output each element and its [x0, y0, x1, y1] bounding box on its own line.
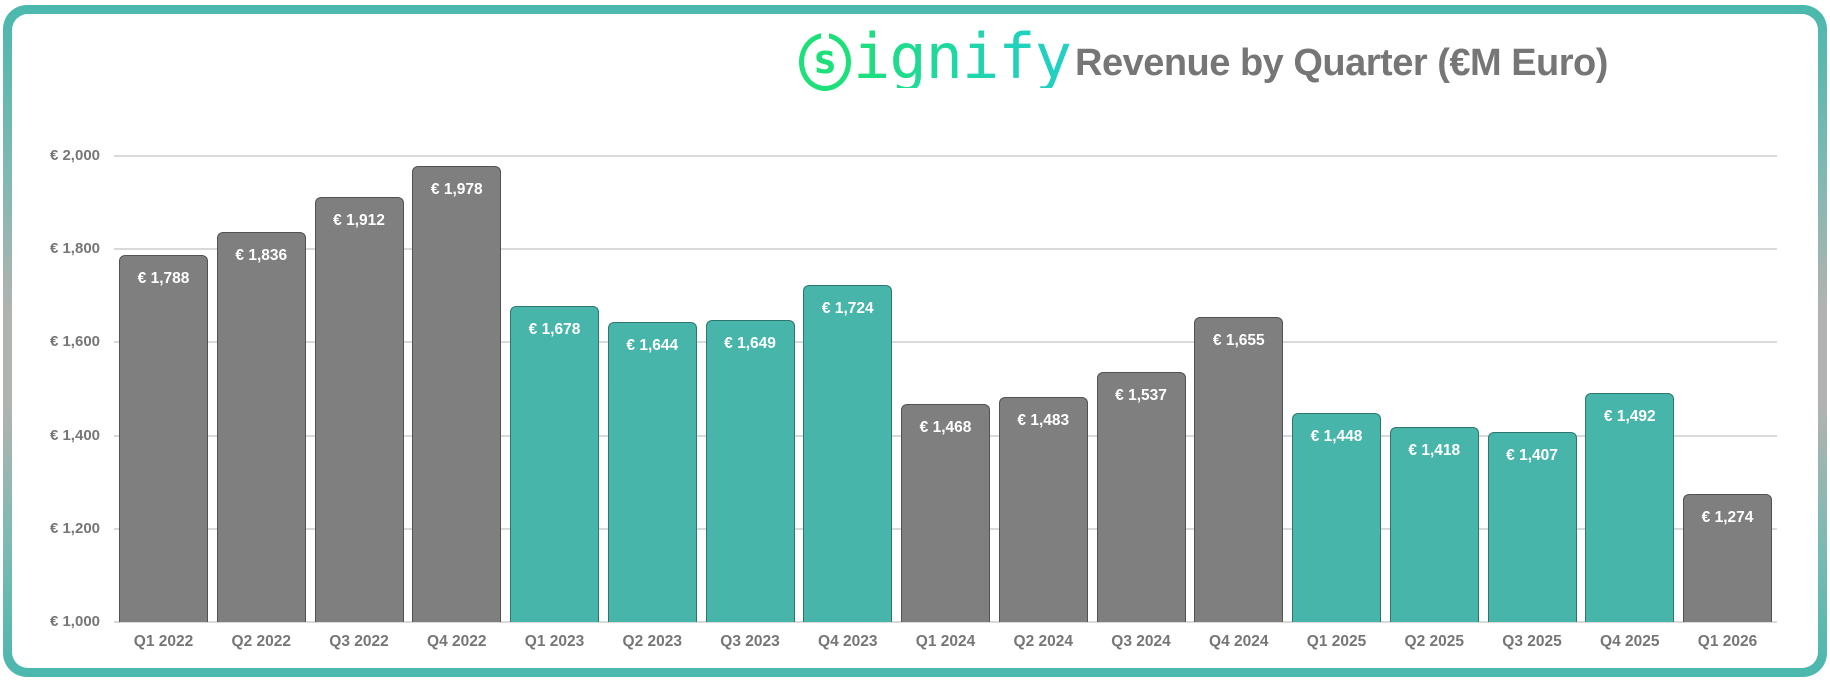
- y-axis-tick-label: € 1,800: [49, 240, 100, 258]
- x-axis-tick-label: Q2 2022: [231, 633, 291, 650]
- bar-value-label: € 1,724: [821, 299, 874, 317]
- gridline: [114, 155, 1777, 157]
- x-axis-tick-label: Q3 2025: [1502, 633, 1562, 650]
- bar-q3-2022: € 1,912: [314, 197, 404, 622]
- bar-value-label: € 1,912: [333, 212, 385, 229]
- bar-value-label: € 1,655: [1212, 331, 1265, 349]
- y-axis-tick-label: € 2,000: [49, 147, 100, 164]
- bar-q2-2023: € 1,644: [607, 321, 697, 622]
- signify-logo: s ignify: [799, 26, 1072, 94]
- y-axis-tick-label: € 1,000: [49, 613, 100, 630]
- bar-value-label: € 1,483: [1017, 411, 1070, 429]
- x-axis-tick-label: Q1 2022: [133, 633, 194, 650]
- bar-q1-2025: € 1,448: [1292, 413, 1381, 622]
- bar-q1-2023: € 1,678: [510, 306, 599, 622]
- x-axis-tick-label: Q4 2023: [818, 633, 878, 650]
- x-axis-tick-label: Q4 2022: [427, 633, 487, 650]
- bar-q2-2024: € 1,483: [998, 396, 1088, 622]
- bar-q3-2023: € 1,649: [705, 319, 795, 622]
- chart-title: Revenue by Quarter (€M Euro): [1075, 42, 1608, 84]
- bar-q4-2025: € 1,492: [1585, 392, 1675, 622]
- x-axis-tick-label: Q3 2024: [1111, 633, 1171, 650]
- gridline: [114, 248, 1777, 251]
- x-axis-tick-label: Q2 2024: [1013, 633, 1073, 650]
- bar-value-label: € 1,836: [235, 247, 288, 265]
- x-axis-tick-label: Q3 2023: [720, 633, 780, 650]
- bar-q3-2024: € 1,537: [1096, 371, 1186, 622]
- bar-value-label: € 1,418: [1408, 442, 1461, 460]
- bar-value-label: € 1,649: [724, 334, 776, 352]
- bar-q2-2022: € 1,836: [216, 232, 306, 622]
- x-axis-tick-label: Q3 2022: [329, 633, 389, 650]
- logo-circle-icon: s: [799, 32, 851, 91]
- logo-wordmark: ignify: [853, 20, 1072, 93]
- y-axis-tick-label: € 1,400: [49, 426, 100, 444]
- x-axis-tick-label: Q2 2025: [1404, 633, 1464, 650]
- logo-s-glyph: s: [812, 37, 838, 83]
- bar-value-label: € 1,492: [1603, 407, 1656, 425]
- x-axis-tick-label: Q4 2025: [1600, 633, 1660, 650]
- bar-value-label: € 1,644: [626, 336, 679, 354]
- y-axis-tick-label: € 1,200: [49, 519, 100, 537]
- x-axis-tick-label: Q1 2026: [1697, 633, 1758, 650]
- bar-q4-2024: € 1,655: [1194, 316, 1284, 622]
- bar-q1-2024: € 1,468: [901, 403, 990, 622]
- x-axis-tick-label: Q1 2024: [915, 633, 976, 650]
- bar-value-label: € 1,678: [528, 321, 581, 339]
- bar-q1-2026: € 1,274: [1683, 494, 1772, 622]
- y-axis-tick-label: € 1,600: [49, 333, 100, 351]
- gridline: [114, 621, 1777, 623]
- bar-value-label: € 1,407: [1506, 447, 1558, 465]
- x-axis-tick-label: Q4 2024: [1209, 633, 1269, 650]
- bar-value-label: € 1,537: [1115, 386, 1167, 404]
- bar-value-label: € 1,274: [1701, 509, 1754, 527]
- bar-q4-2022: € 1,978: [412, 166, 502, 622]
- bar-q1-2022: € 1,788: [119, 254, 208, 622]
- bar-value-label: € 1,788: [137, 269, 190, 287]
- bar-value-label: € 1,978: [430, 181, 483, 199]
- bar-q3-2025: € 1,407: [1487, 432, 1577, 622]
- bar-value-label: € 1,468: [919, 418, 972, 436]
- chart-frame: [3, 5, 1827, 677]
- gridline: [114, 341, 1777, 344]
- x-axis-tick-label: Q2 2023: [622, 633, 682, 650]
- x-axis-tick-label: Q1 2023: [524, 633, 585, 650]
- x-axis-tick-label: Q1 2025: [1306, 633, 1367, 650]
- bar-q4-2023: € 1,724: [803, 284, 893, 622]
- bar-value-label: € 1,448: [1310, 428, 1363, 446]
- bar-q2-2025: € 1,418: [1389, 427, 1479, 622]
